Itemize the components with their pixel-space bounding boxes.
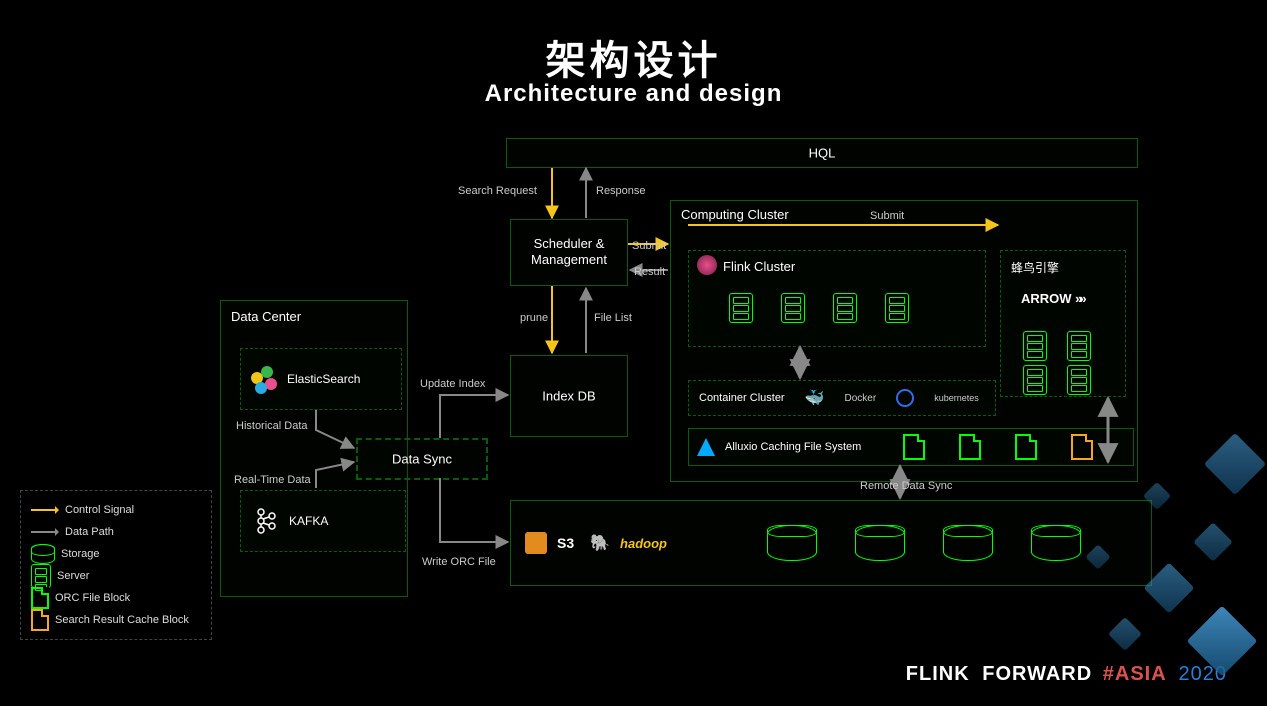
docker-label: Docker — [845, 393, 877, 404]
elasticsearch-icon — [251, 366, 277, 392]
k8s-icon — [896, 389, 914, 407]
decor-cubes — [1017, 406, 1267, 706]
orc-file-icon — [903, 434, 925, 460]
edge-submit: Submit — [632, 240, 666, 252]
edge-remotesync: Remote Data Sync — [860, 480, 952, 492]
edge-submit2: Submit — [870, 210, 904, 222]
datasync-label: Data Sync — [392, 452, 452, 467]
server-icon — [1067, 365, 1091, 395]
title-cn: 架构设计 — [0, 28, 1267, 86]
flink-icon — [697, 255, 717, 275]
legend-control: Control Signal — [31, 499, 201, 521]
edge-update: Update Index — [420, 378, 485, 390]
indexdb-label: Index DB — [542, 389, 595, 404]
datacenter-label: Data Center — [231, 309, 301, 324]
arrow-box: 蜂鸟引擎 ARROW »» — [1000, 250, 1126, 397]
arrow-label: ARROW »» — [1021, 291, 1084, 306]
edge-prune: prune — [520, 312, 548, 324]
container-label: Container Cluster — [699, 392, 785, 404]
legend-cache: Search Result Cache Block — [31, 609, 201, 631]
hadoop-label: hadoop — [620, 536, 667, 551]
docker-icon: 🐳 — [805, 388, 825, 408]
footer-flink: FLINK — [906, 663, 970, 685]
flink-servers — [729, 293, 909, 323]
server-icon — [833, 293, 857, 323]
k8s-label: kubernetes — [934, 393, 979, 403]
legend-server: Server — [31, 565, 201, 587]
hadoop-icon: 🐘 — [590, 533, 610, 553]
legend-data: Data Path — [31, 521, 201, 543]
edge-historical: Historical Data — [236, 420, 308, 432]
kafka-box: KAFKA — [240, 490, 406, 552]
flink-box: Flink Cluster — [688, 250, 986, 347]
orc-file-icon — [959, 434, 981, 460]
arrow-cn-label: 蜂鸟引擎 — [1011, 259, 1059, 276]
scheduler-box: Scheduler &Management — [510, 219, 628, 286]
hql-label: HQL — [809, 146, 836, 161]
kafka-icon — [255, 506, 277, 536]
container-box: Container Cluster 🐳 Docker kubernetes — [688, 380, 996, 416]
legend-box: Control Signal Data Path Storage Server … — [20, 490, 212, 640]
server-icon — [1067, 331, 1091, 361]
server-icon — [729, 293, 753, 323]
edge-response: Response — [596, 185, 646, 197]
datasync-box: Data Sync — [356, 438, 488, 480]
edge-result: Result — [634, 266, 665, 278]
hql-box: HQL — [506, 138, 1138, 168]
storage-icon — [855, 525, 905, 561]
server-icon — [1023, 365, 1047, 395]
elastic-label: ElasticSearch — [287, 372, 360, 386]
storage-icon — [943, 525, 993, 561]
scheduler-label: Scheduler &Management — [531, 236, 607, 270]
alluxio-label: Alluxio Caching File System — [725, 441, 861, 453]
arrow-servers — [1023, 331, 1091, 395]
elastic-box: ElasticSearch — [240, 348, 402, 410]
indexdb-box: Index DB — [510, 355, 628, 437]
computing-label: Computing Cluster — [681, 207, 789, 222]
s3-icon — [525, 532, 547, 554]
legend-storage: Storage — [31, 543, 201, 565]
edge-filelist: File List — [594, 312, 632, 324]
flink-label: Flink Cluster — [723, 259, 795, 274]
edge-search-request: Search Request — [458, 185, 537, 197]
edge-writeorc: Write ORC File — [422, 556, 496, 568]
edge-realtime: Real-Time Data — [234, 474, 311, 486]
legend-orc: ORC File Block — [31, 587, 201, 609]
alluxio-icon — [697, 438, 715, 456]
title-en: Architecture and design — [0, 80, 1267, 108]
storage-icon — [767, 525, 817, 561]
server-icon — [1023, 331, 1047, 361]
server-icon — [781, 293, 805, 323]
server-icon — [885, 293, 909, 323]
s3-label: S3 — [557, 535, 574, 551]
kafka-label: KAFKA — [289, 514, 328, 528]
